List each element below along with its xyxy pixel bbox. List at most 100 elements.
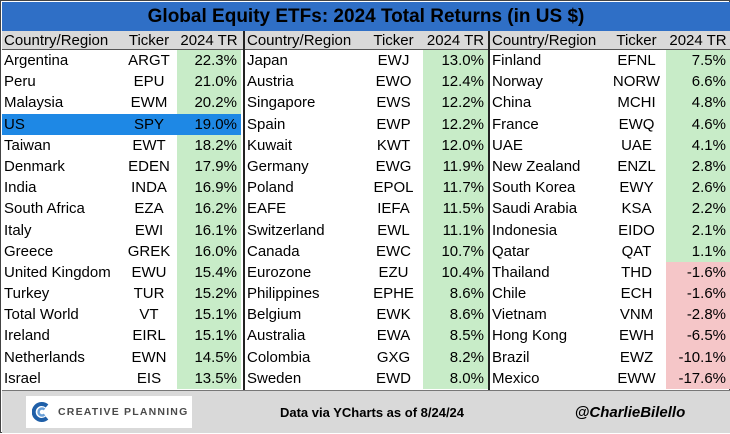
total-return-cell: 14.5%: [177, 346, 241, 368]
ticker-cell: EIDO: [618, 221, 655, 239]
table-row: Eurozone EZU 10.4%: [245, 261, 488, 284]
table-row: Netherlands EWN 14.5%: [2, 346, 243, 368]
ticker-cell: KSA: [621, 200, 652, 218]
ticker-cell: EIRL: [132, 327, 166, 345]
country-cell: Total World: [4, 306, 79, 324]
total-return-cell: -17.6%: [666, 367, 730, 389]
country-cell: Thailand: [492, 263, 550, 281]
table-row: Singapore EWS 12.2%: [245, 92, 488, 114]
total-return-cell: -1.6%: [666, 261, 730, 284]
total-return-cell: 17.9%: [177, 155, 241, 178]
total-return-cell: 20.2%: [177, 92, 241, 114]
country-cell: New Zealand: [492, 157, 581, 175]
total-return-cell: -1.6%: [666, 283, 730, 305]
returns-table: Country/Region Ticker 2024 TR Argentina ARGT…: [2, 31, 730, 390]
total-return-cell: 12.0%: [423, 134, 488, 156]
ticker-cell: EPHE: [373, 285, 414, 303]
data-source-note: Data via YCharts as of 8/24/24: [279, 405, 465, 420]
country-cell: Japan: [247, 52, 288, 69]
ticker-cell: MCHI: [617, 94, 656, 112]
total-return-cell: 11.9%: [423, 155, 488, 178]
total-return-cell: 13.5%: [177, 367, 241, 389]
total-return-cell: 4.1%: [666, 134, 730, 156]
ticker-cell: EWZ: [619, 348, 654, 366]
ticker-cell: VT: [139, 306, 159, 324]
ticker-cell: ARGT: [128, 52, 170, 69]
table-row: Australia EWA 8.5%: [245, 325, 488, 347]
header-country: Country/Region: [4, 32, 109, 49]
country-cell: Taiwan: [4, 136, 51, 154]
country-cell: UAE: [492, 136, 523, 154]
ticker-cell: EDEN: [128, 157, 170, 175]
ticker-cell: EWH: [619, 327, 654, 345]
total-return-cell: 2.1%: [666, 219, 730, 241]
table-row: South Korea EWY 2.6%: [490, 177, 730, 199]
country-cell: Greece: [4, 242, 54, 260]
table-row: Spain EWP 12.2%: [245, 113, 488, 135]
country-cell: Chile: [492, 285, 527, 303]
total-return-cell: 11.1%: [423, 219, 488, 241]
table-row: Indonesia EIDO 2.1%: [490, 219, 730, 241]
table-row: EAFE IEFA 11.5%: [245, 198, 488, 220]
table-row: Italy EWI 16.1%: [2, 219, 243, 241]
table-row: Total World VT 15.1%: [2, 304, 243, 326]
country-cell: France: [492, 115, 539, 133]
total-return-cell: 8.0%: [423, 367, 488, 389]
total-return-cell: -6.5%: [666, 325, 730, 347]
country-cell: Finland: [492, 52, 542, 69]
header-ticker: Ticker: [373, 32, 414, 49]
total-return-cell: 8.2%: [423, 346, 488, 368]
total-return-cell: 12.2%: [423, 113, 488, 135]
ticker-cell: EWD: [376, 369, 411, 387]
ticker-cell: EWI: [134, 221, 164, 239]
table-block-2: Country/Region Ticker 2024 TR Japan EWJ 13.0%…: [243, 31, 488, 390]
total-return-cell: 11.7%: [423, 177, 488, 199]
country-cell: Turkey: [4, 285, 50, 303]
ticker-cell: IEFA: [377, 200, 410, 218]
total-return-cell: 11.5%: [423, 198, 488, 220]
table-row: Norway NORW 6.6%: [490, 71, 730, 93]
ticker-cell: QAT: [621, 242, 652, 260]
ticker-cell: EWS: [376, 94, 411, 112]
country-cell: Kuwait: [247, 136, 293, 154]
header-ticker: Ticker: [616, 32, 657, 49]
table-row: Germany EWG 11.9%: [245, 155, 488, 178]
country-cell: Israel: [4, 369, 41, 387]
table-header: Country/Region Ticker 2024 TR: [2, 31, 243, 50]
country-cell: Denmark: [4, 157, 65, 175]
total-return-cell: -10.1%: [666, 346, 730, 368]
table-row: Saudi Arabia KSA 2.2%: [490, 198, 730, 220]
total-return-cell: 16.2%: [177, 198, 241, 220]
country-cell: Saudi Arabia: [492, 200, 578, 218]
table-row: France EWQ 4.6%: [490, 113, 730, 135]
country-cell: Netherlands: [4, 348, 85, 366]
total-return-cell: 22.3%: [177, 50, 241, 72]
country-cell: Australia: [247, 327, 306, 345]
header-total-return: 2024 TR: [669, 32, 727, 49]
country-cell: Poland: [247, 179, 294, 197]
country-cell: India: [4, 179, 37, 197]
country-cell: Argentina: [4, 52, 69, 69]
ticker-cell: NORW: [612, 73, 661, 91]
ticker-cell: EWU: [131, 263, 167, 281]
ticker-cell: EWN: [131, 348, 167, 366]
header-ticker: Ticker: [128, 32, 170, 49]
table-row: Austria EWO 12.4%: [245, 71, 488, 93]
total-return-cell: 15.2%: [177, 283, 241, 305]
total-return-cell: 12.2%: [423, 92, 488, 114]
total-return-cell: 8.6%: [423, 283, 488, 305]
table-header: Country/Region Ticker 2024 TR: [245, 31, 488, 50]
creative-planning-logo-icon: [32, 402, 49, 422]
total-return-cell: 4.8%: [666, 92, 730, 114]
table-row: Canada EWC 10.7%: [245, 240, 488, 262]
table-row: Greece GREK 16.0%: [2, 240, 243, 262]
table-header: Country/Region Ticker 2024 TR: [490, 31, 730, 50]
total-return-cell: 2.8%: [666, 155, 730, 178]
country-cell: Switzerland: [247, 221, 325, 239]
total-return-cell: 4.6%: [666, 113, 730, 135]
header-total-return: 2024 TR: [426, 32, 485, 49]
table-row: Turkey TUR 15.2%: [2, 283, 243, 305]
ticker-cell: EWK: [376, 306, 411, 324]
country-cell: Italy: [4, 221, 32, 239]
table-row: Malaysia EWM 20.2%: [2, 92, 243, 114]
